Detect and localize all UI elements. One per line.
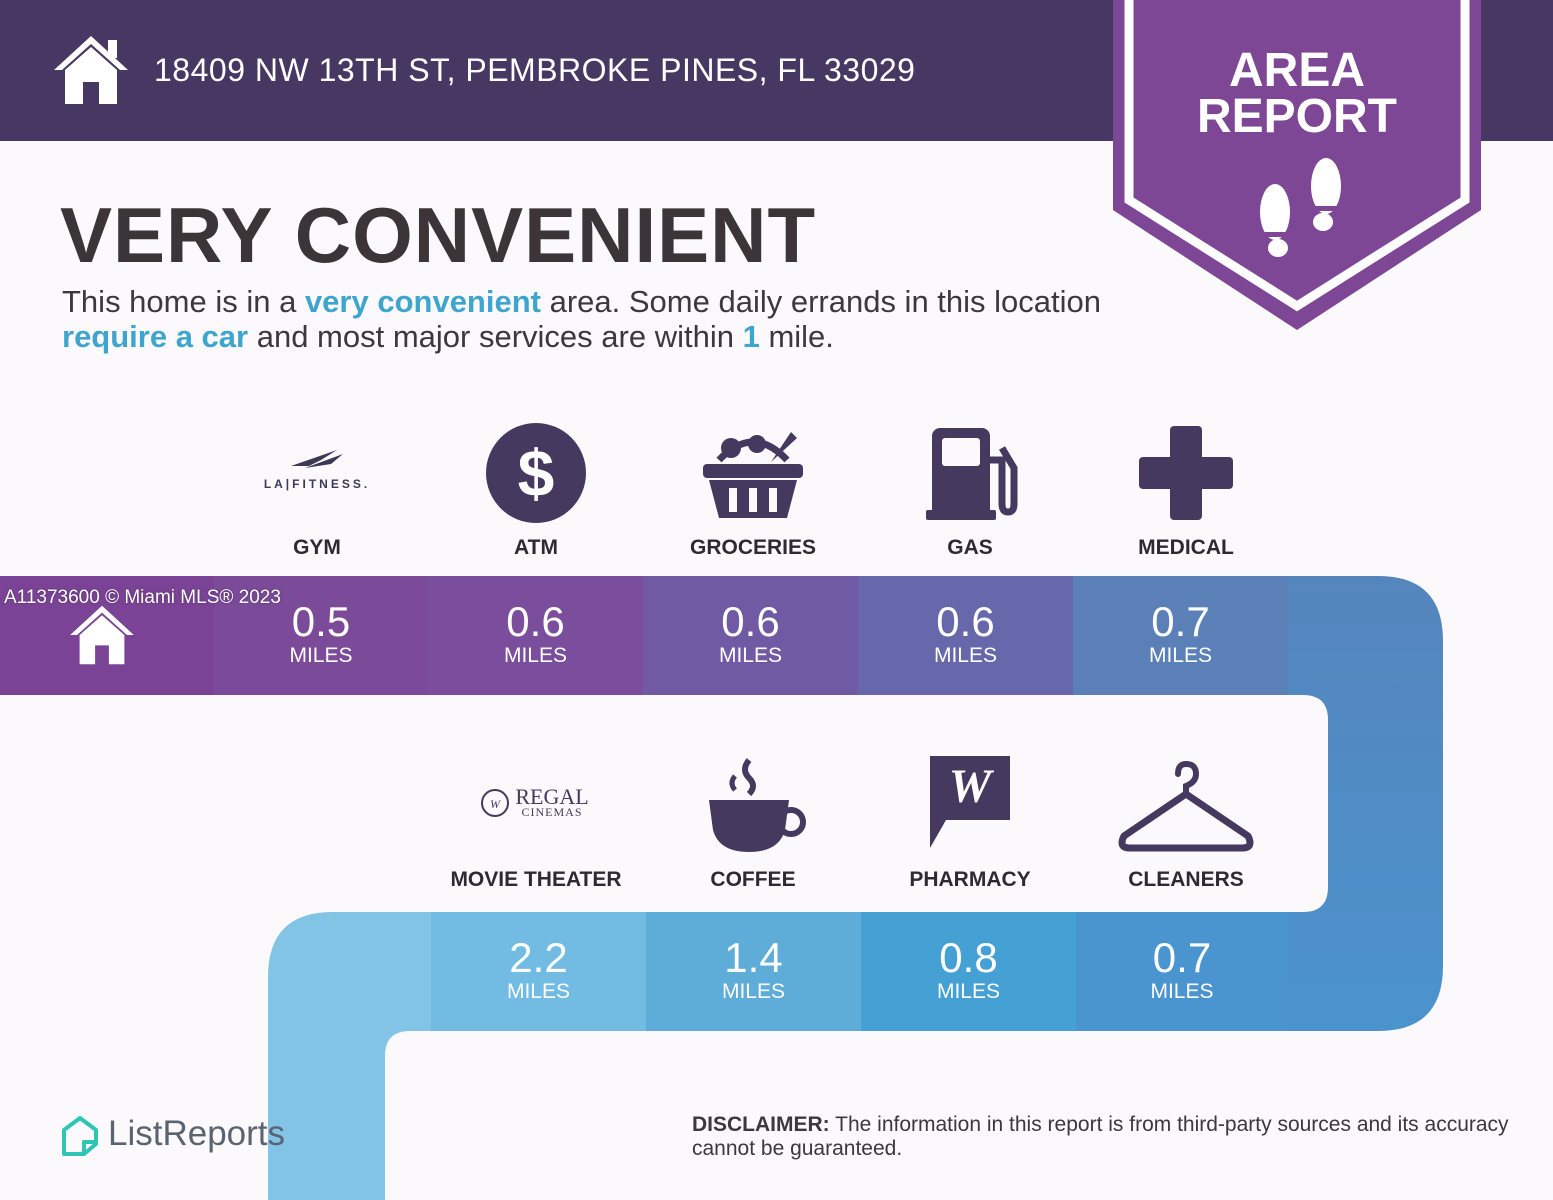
distance-cleaners: 0.7 MILES <box>1076 912 1288 1031</box>
badge-line-1: AREA <box>1228 44 1365 97</box>
distance-value: 1.4 <box>724 934 783 981</box>
home-icon <box>54 36 128 104</box>
disclaimer: DISCLAIMER: The information in this repo… <box>692 1113 1512 1161</box>
category-movie-theater: W REGAL CINEMAS MOVIE THEATER <box>428 752 644 894</box>
distance-unit: MILES <box>936 980 1001 1003</box>
category-label: MOVIE THEATER <box>450 868 622 891</box>
summary-part-4: mile. <box>759 319 834 354</box>
page-title: VERY CONVENIENT <box>60 191 817 279</box>
distance-value: 0.8 <box>939 934 998 981</box>
gym-logo: LA|FITNESS. <box>264 450 370 491</box>
distance-value: 0.5 <box>291 598 351 645</box>
category-label: PHARMACY <box>909 868 1031 891</box>
distance-value: 0.7 <box>1152 934 1212 981</box>
distance-movie-theater: 2.2 MILES <box>431 912 646 1031</box>
property-address: 18409 NW 13TH ST, PEMBROKE PINES, FL 330… <box>154 52 916 88</box>
medical-cross-icon <box>1139 426 1233 520</box>
svg-text:$: $ <box>518 436 555 510</box>
svg-text:W: W <box>949 760 995 813</box>
badge-title: AREA REPORT <box>1113 44 1481 143</box>
summary-highlight-3: 1 <box>742 319 760 354</box>
distance-unit: MILES <box>503 644 568 667</box>
distance-gas: 0.6 MILES <box>858 576 1073 695</box>
distance-coffee: 1.4 MILES <box>646 912 861 1031</box>
area-report-badge <box>1113 0 1481 330</box>
distance-groceries: 0.6 MILES <box>643 576 858 695</box>
summary-highlight-2: require a car <box>62 319 249 354</box>
disclaimer-label: DISCLAIMER: <box>692 1113 830 1136</box>
mls-watermark: A11373600 © Miami MLS® 2023 <box>4 587 281 608</box>
disclaimer-text: The information in this report is from t… <box>692 1113 1509 1160</box>
distance-unit: MILES <box>1150 980 1214 1003</box>
summary-text: This home is in a very convenient area. … <box>62 284 1102 354</box>
footprints-icon <box>1260 158 1341 257</box>
category-label: GYM <box>293 536 341 559</box>
regal-brand-subtext: CINEMAS <box>521 805 582 819</box>
category-label: ATM <box>514 536 558 559</box>
coffee-cup-icon <box>709 758 806 852</box>
dollar-icon: $ <box>486 423 586 523</box>
gym-brand-text: LA|FITNESS. <box>264 477 370 491</box>
distance-gym: 0.5 MILES <box>214 576 428 695</box>
distance-unit: MILES <box>933 644 998 667</box>
distance-unit: MILES <box>289 644 353 667</box>
distance-unit: MILES <box>506 980 571 1003</box>
regal-logo: W REGAL CINEMAS <box>481 784 589 819</box>
category-groceries: GROCERIES <box>645 420 861 560</box>
distance-value: 0.6 <box>936 598 995 645</box>
walgreens-icon: W <box>930 756 1010 848</box>
distance-unit: MILES <box>1148 644 1213 667</box>
category-label: CLEANERS <box>1128 868 1244 891</box>
category-gas: GAS <box>862 420 1078 560</box>
category-coffee: COFFEE <box>645 752 861 894</box>
summary-highlight-1: very convenient <box>304 284 541 319</box>
distance-pharmacy: 0.8 MILES <box>861 912 1076 1031</box>
category-atm: $ ATM <box>428 420 644 560</box>
distance-atm: 0.6 MILES <box>428 576 643 695</box>
regal-brand-text: REGAL <box>515 784 588 809</box>
category-label: GROCERIES <box>689 536 817 559</box>
distance-unit: MILES <box>721 980 786 1003</box>
distance-value: 0.6 <box>721 598 780 645</box>
category-label: COFFEE <box>710 868 796 891</box>
summary-part-3: and most major services are within <box>248 319 743 354</box>
summary-part-2: area. Some daily errands in this locatio… <box>540 284 1101 319</box>
summary-part-1: This home is in a <box>62 284 305 319</box>
category-medical: MEDICAL <box>1078 420 1294 560</box>
svg-text:W: W <box>490 797 501 811</box>
distance-unit: MILES <box>718 644 783 667</box>
distance-value: 2.2 <box>509 934 568 981</box>
hanger-icon <box>1118 760 1254 852</box>
start-home-icon <box>70 605 134 665</box>
distance-value: 0.7 <box>1151 598 1210 645</box>
distance-medical: 0.7 MILES <box>1073 576 1288 695</box>
category-pharmacy: W PHARMACY <box>862 752 1078 894</box>
category-gym: LA|FITNESS. GYM <box>209 420 425 560</box>
basket-icon <box>703 432 803 518</box>
gas-pump-icon <box>926 428 1018 520</box>
listreports-icon <box>62 1116 98 1156</box>
badge-line-2: REPORT <box>1196 90 1397 143</box>
distance-value: 0.6 <box>506 598 565 645</box>
category-label: GAS <box>947 536 993 559</box>
category-cleaners: CLEANERS <box>1078 752 1294 894</box>
brand-name: ListReports <box>108 1114 286 1153</box>
category-label: MEDICAL <box>1138 536 1234 559</box>
